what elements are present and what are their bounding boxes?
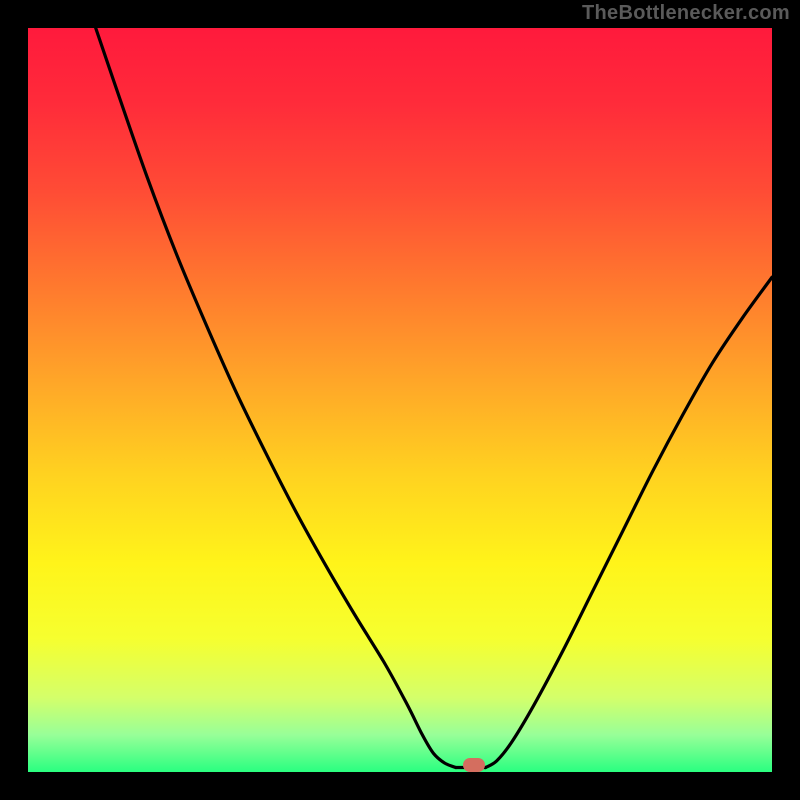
attribution-text: TheBottlenecker.com (582, 2, 790, 25)
optimum-marker (463, 758, 485, 772)
chart-frame: TheBottlenecker.com (0, 0, 800, 800)
gradient-background (28, 28, 772, 772)
bottleneck-curve-chart (28, 28, 772, 772)
